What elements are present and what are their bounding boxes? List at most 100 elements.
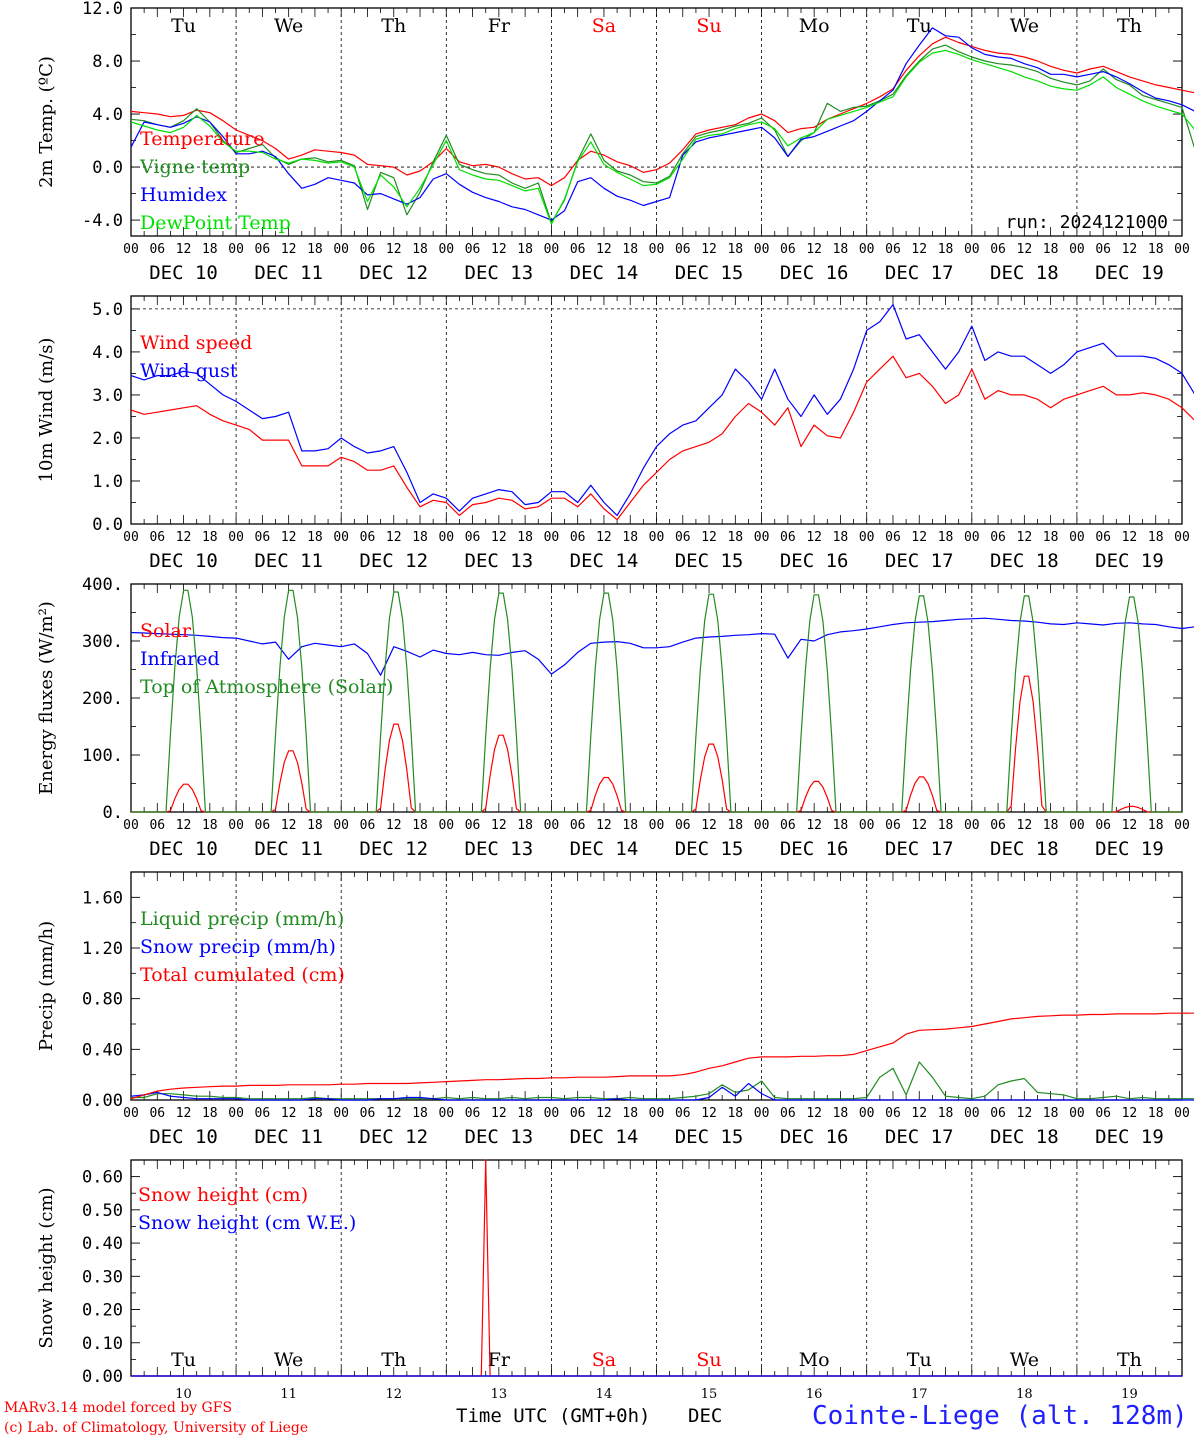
hour-tick-label: 00	[544, 818, 560, 833]
y-tick-label: 4.0	[92, 105, 123, 125]
hour-tick-label: 12	[176, 242, 192, 257]
date-label: DEC 13	[465, 262, 534, 284]
y-tick-label: 5.0	[92, 300, 123, 320]
y-axis-label: Energy fluxes (W/m²)	[36, 601, 57, 795]
y-tick-label: 1.0	[92, 472, 123, 492]
day-of-week-label: Su	[696, 15, 721, 37]
hour-tick-label: 12	[806, 818, 822, 833]
hour-tick-label: 06	[990, 530, 1006, 545]
hour-tick-label: 06	[1095, 1106, 1111, 1121]
date-label: DEC 15	[675, 838, 744, 860]
hour-tick-label: 18	[202, 242, 218, 257]
date-label: DEC 17	[885, 550, 954, 572]
hour-tick-label: 00	[333, 530, 349, 545]
y-tick-label: 1.20	[82, 939, 123, 959]
date-label: DEC 10	[149, 262, 218, 284]
hour-tick-label: 00	[859, 242, 875, 257]
hour-tick-label: 06	[990, 242, 1006, 257]
series-line-liquid-precip-mm-h-	[131, 1061, 1194, 1100]
date-label: DEC 15	[675, 262, 744, 284]
date-label: DEC 15	[675, 550, 744, 572]
date-label: DEC 14	[570, 262, 639, 284]
y-tick-label: 0.60	[82, 1168, 123, 1188]
hour-tick-label: 06	[570, 242, 586, 257]
hour-tick-label: 12	[491, 818, 507, 833]
hour-tick-label: 06	[885, 818, 901, 833]
x-axis-month: DEC	[688, 1405, 723, 1427]
hour-tick-label: 12	[1017, 1106, 1033, 1121]
legend-entry: Infrared	[140, 648, 220, 670]
hour-tick-label: 18	[202, 530, 218, 545]
hour-tick-label: 00	[228, 242, 244, 257]
hour-tick-label: 06	[465, 242, 481, 257]
date-label: DEC 12	[359, 262, 428, 284]
hour-tick-label: 18	[412, 242, 428, 257]
hour-tick-label: 18	[727, 530, 743, 545]
day-of-week-label: Sa	[592, 15, 616, 37]
y-tick-label: 0.80	[82, 990, 123, 1010]
hour-tick-label: 12	[596, 818, 612, 833]
hour-tick-label: 12	[1017, 530, 1033, 545]
hour-tick-label: 06	[360, 242, 376, 257]
day-of-week-label: Th	[1117, 1349, 1142, 1371]
y-axis-label: Snow height (cm)	[36, 1187, 57, 1348]
hour-tick-label: 18	[1043, 530, 1059, 545]
series-line-temperature	[130, 36, 1194, 187]
hour-tick-label: 18	[1043, 242, 1059, 257]
hour-tick-label: 00	[228, 818, 244, 833]
date-label: DEC 11	[254, 1126, 323, 1148]
hour-tick-label: 18	[307, 818, 323, 833]
day-of-week-label: Th	[381, 1349, 406, 1371]
y-tick-label: 0.20	[82, 1301, 123, 1321]
hour-tick-label: 18	[202, 1106, 218, 1121]
legend-entry: Liquid precip (mm/h)	[140, 908, 344, 930]
hour-tick-label: 18	[517, 530, 533, 545]
date-label: DEC 15	[675, 1126, 744, 1148]
legend-entry: Vigne temp	[139, 156, 250, 178]
y-tick-label: 0.10	[82, 1334, 123, 1354]
series-line-humidex	[130, 27, 1194, 221]
day-of-week-label: We	[274, 15, 303, 37]
y-tick-label: 1.60	[82, 888, 123, 908]
legend-entry: Snow height (cm)	[138, 1184, 308, 1206]
hour-tick-label: 12	[806, 1106, 822, 1121]
hour-tick-label: 00	[649, 1106, 665, 1121]
date-label: DEC 19	[1095, 838, 1164, 860]
series-line-wind-gust	[130, 304, 1194, 516]
day-of-week-label: Tu	[171, 1349, 196, 1371]
hour-tick-label: 18	[833, 1106, 849, 1121]
day-of-week-label: Mo	[799, 1349, 830, 1371]
hour-tick-label: 18	[938, 1106, 954, 1121]
date-label: DEC 19	[1095, 262, 1164, 284]
y-tick-label: 0.40	[82, 1040, 123, 1060]
legend-entry: Snow precip (mm/h)	[140, 936, 336, 958]
hour-tick-label: 06	[675, 242, 691, 257]
hour-tick-label: 12	[176, 818, 192, 833]
hour-tick-label: 18	[307, 1106, 323, 1121]
date-label: DEC 11	[254, 838, 323, 860]
hour-tick-label: 00	[649, 242, 665, 257]
y-tick-label: 200.	[82, 689, 123, 709]
hour-tick-label: 12	[911, 530, 927, 545]
y-tick-label: 0.0	[92, 515, 123, 535]
hour-tick-label: 00	[544, 1106, 560, 1121]
date-label: DEC 13	[465, 838, 534, 860]
hour-tick-label: 06	[465, 530, 481, 545]
series-line-total-cumulated-cm-	[130, 1012, 1194, 1100]
hour-tick-label: 06	[990, 1106, 1006, 1121]
legend-entry: Total cumulated (cm)	[140, 964, 345, 986]
hour-tick-label: 12	[1122, 530, 1138, 545]
hour-tick-label: 12	[176, 1106, 192, 1121]
y-tick-label: 8.0	[92, 52, 123, 72]
y-tick-label: 4.0	[92, 343, 123, 363]
hour-tick-label: 18	[307, 242, 323, 257]
hour-tick-label: 06	[360, 530, 376, 545]
hour-tick-label: 12	[281, 242, 297, 257]
footer-model-line: MARv3.14 model forced by GFS	[4, 1400, 233, 1416]
day-of-week-label: Fr	[488, 1349, 511, 1371]
hour-tick-label: 12	[281, 530, 297, 545]
day-of-week-label: Sa	[592, 1349, 616, 1371]
hour-tick-label: 12	[386, 242, 402, 257]
legend-entry: DewPoint Temp	[140, 212, 291, 234]
hour-tick-label: 06	[990, 818, 1006, 833]
